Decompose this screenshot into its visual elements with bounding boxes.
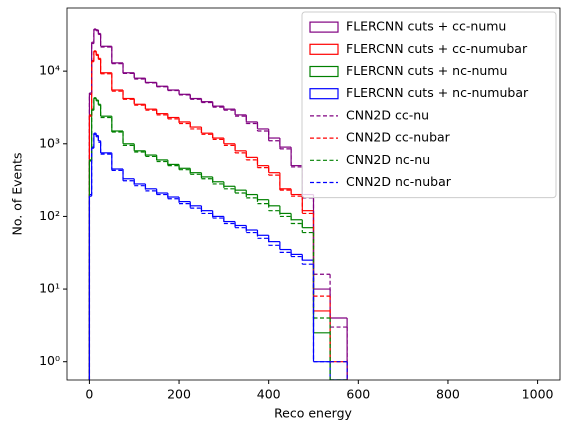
- axes-frame: [66, 7, 561, 381]
- x-axis-label: Reco energy: [274, 406, 352, 421]
- legend-label: CNN2D cc-nu: [346, 107, 429, 122]
- legend-label: FLERCNN cuts + nc-numu: [346, 63, 507, 78]
- x-tick-label: 200: [167, 387, 191, 402]
- x-tick-label: 800: [436, 387, 460, 402]
- legend-label: CNN2D nc-nubar: [346, 174, 452, 189]
- legend-swatch: [309, 43, 339, 55]
- y-tick-label: 10⁴: [39, 63, 60, 78]
- legend-swatch: [309, 88, 339, 100]
- legend-box: [301, 11, 557, 199]
- y-tick-label: 10¹: [39, 281, 60, 296]
- y-tick-label: 10³: [39, 135, 60, 150]
- legend-swatch: [309, 21, 339, 33]
- x-tick-label: 400: [257, 387, 281, 402]
- legend-label: FLERCNN cuts + cc-numubar: [346, 41, 528, 56]
- series: [88, 133, 348, 380]
- legend-label: CNN2D cc-nubar: [346, 130, 451, 145]
- y-tick-label: 10²: [39, 208, 60, 223]
- legend-swatch: [309, 65, 339, 78]
- legend-label: FLERCNN cuts + nc-numubar: [346, 85, 529, 100]
- x-tick-label: 1000: [522, 387, 554, 402]
- y-axis-label: No. of Events: [10, 152, 25, 235]
- x-tick-label: 0: [85, 387, 93, 402]
- legend-label: FLERCNN cuts + cc-numu: [346, 19, 506, 34]
- legend-label: CNN2D nc-nu: [346, 152, 430, 167]
- x-tick-label: 600: [346, 387, 370, 402]
- y-tick-label: 10⁰: [39, 353, 60, 368]
